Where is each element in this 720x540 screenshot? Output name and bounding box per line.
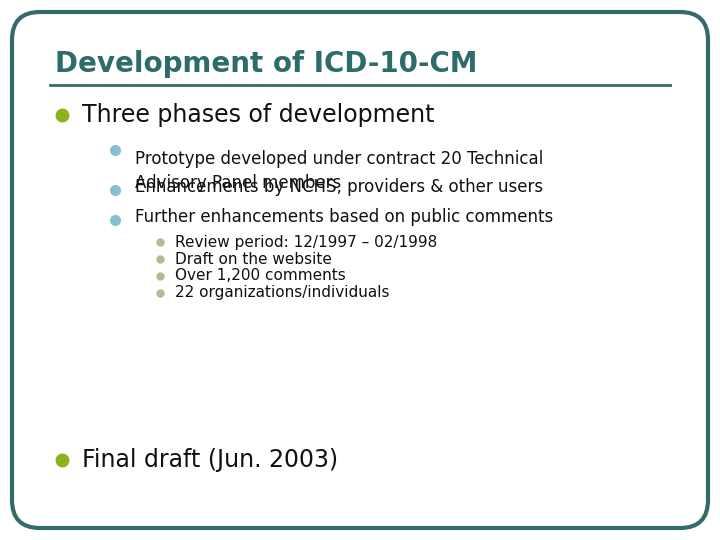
- Text: Prototype developed under contract 20 Technical
Advisory Panel members: Prototype developed under contract 20 Te…: [135, 150, 544, 192]
- Text: Three phases of development: Three phases of development: [82, 103, 434, 127]
- Text: Further enhancements based on public comments: Further enhancements based on public com…: [135, 208, 553, 226]
- Text: Over 1,200 comments: Over 1,200 comments: [175, 268, 346, 284]
- FancyBboxPatch shape: [12, 12, 708, 528]
- Text: Final draft (Jun. 2003): Final draft (Jun. 2003): [82, 448, 338, 472]
- Text: Review period: 12/1997 – 02/1998: Review period: 12/1997 – 02/1998: [175, 234, 437, 249]
- Text: Enhancements by NCHS, providers & other users: Enhancements by NCHS, providers & other …: [135, 178, 543, 196]
- Text: Draft on the website: Draft on the website: [175, 252, 332, 267]
- Text: Development of ICD-10-CM: Development of ICD-10-CM: [55, 50, 477, 78]
- Text: 22 organizations/individuals: 22 organizations/individuals: [175, 286, 390, 300]
